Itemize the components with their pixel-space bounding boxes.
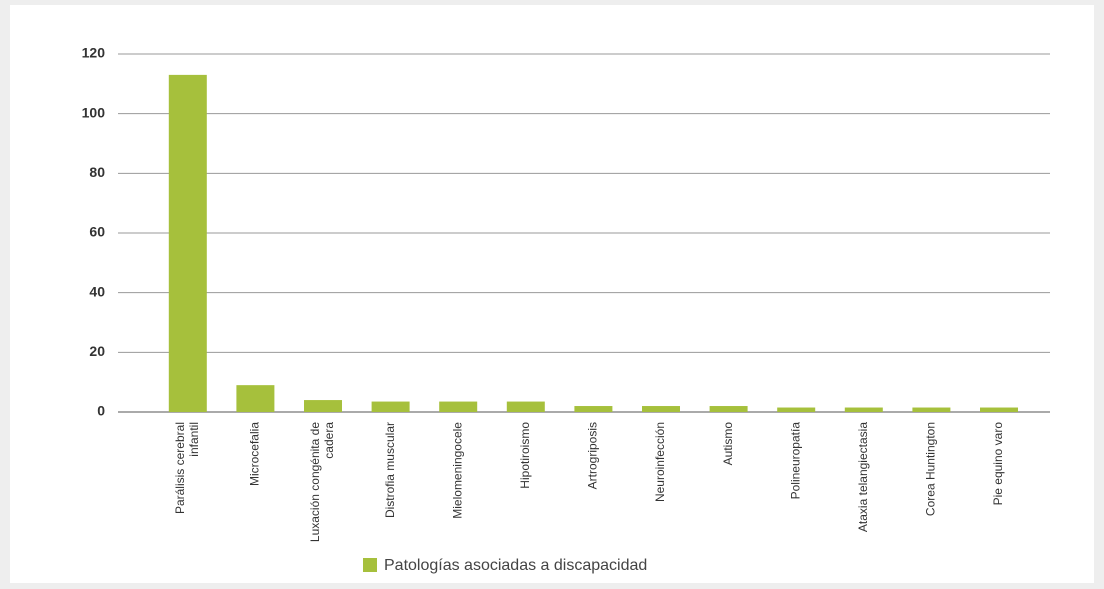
x-tick-label: Ataxia telangiectasia	[856, 422, 870, 532]
x-tick-label: Autismo	[721, 422, 735, 466]
x-tick-line: Parálisis cerebral	[173, 422, 187, 514]
y-tick-label: 20	[89, 343, 105, 359]
x-tick-label: Polineuropatía	[788, 422, 802, 500]
x-tick-line: Luxación congénita de	[308, 422, 322, 542]
x-tick-label: Mielomeningocele	[450, 422, 464, 519]
bar	[777, 407, 816, 412]
x-tick-label: Pie equino varo	[991, 422, 1005, 506]
x-tick-label: Luxación congénita decadera	[308, 422, 336, 542]
bar	[912, 407, 951, 412]
x-tick-label: Parálisis cerebralinfantil	[173, 422, 201, 514]
bar	[506, 401, 545, 412]
bar	[371, 401, 410, 412]
bar	[439, 401, 478, 412]
y-tick-label: 120	[82, 45, 106, 61]
y-tick-label: 0	[97, 403, 105, 419]
x-tick-line: cadera	[322, 422, 336, 459]
y-tick-label: 100	[82, 104, 106, 120]
y-tick-label: 40	[89, 283, 105, 299]
x-tick-label: Distrofia muscular	[383, 422, 397, 518]
bar	[844, 407, 883, 412]
legend-label: Patologías asociadas a discapacidad	[384, 557, 647, 574]
y-tick-label: 80	[89, 164, 105, 180]
bar	[574, 406, 613, 412]
x-tick-line: infantil	[187, 422, 201, 457]
bar	[304, 400, 342, 412]
bar	[168, 74, 207, 412]
y-tick-label: 60	[89, 224, 105, 240]
x-tick-label: Hipotiroismo	[518, 422, 532, 489]
x-tick-label: Neuroinfección	[653, 422, 667, 502]
x-tick-label: Corea Huntington	[924, 422, 938, 516]
bar	[709, 406, 748, 412]
x-tick-label: Artrogriposis	[586, 422, 600, 489]
bar	[642, 406, 680, 412]
bar	[980, 407, 1018, 412]
legend-swatch	[363, 558, 377, 572]
bar	[236, 385, 275, 412]
x-tick-label: Microcefalia	[248, 422, 262, 486]
